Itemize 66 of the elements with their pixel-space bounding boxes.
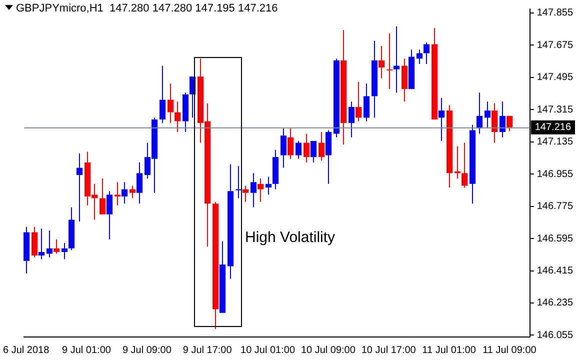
candlestick <box>364 83 370 122</box>
candlestick <box>32 226 38 258</box>
candlestick <box>46 230 52 258</box>
candlestick <box>484 101 490 129</box>
candlestick <box>378 46 384 79</box>
candlestick <box>122 182 128 204</box>
candlestick <box>296 140 302 160</box>
candlestick <box>462 142 468 188</box>
candlestick <box>266 176 272 196</box>
annotation: High Volatility <box>245 229 336 246</box>
x-tick-label: 10 Jul 17:00 <box>361 344 416 356</box>
x-tick-label: 9 Jul 17:00 <box>182 344 232 356</box>
y-tick-label: 147.135 <box>536 136 574 148</box>
candlestick <box>304 133 310 163</box>
candlestick <box>424 42 430 64</box>
candlestick <box>38 228 44 260</box>
candlestick <box>500 101 506 138</box>
y-tick-label: 147.315 <box>536 104 574 116</box>
candlestick <box>402 58 408 102</box>
y-tick-label: 146.955 <box>536 168 574 180</box>
candlestick <box>476 92 482 134</box>
candlestick <box>326 130 332 184</box>
candlestick <box>356 81 362 122</box>
x-tick-label: 11 Jul 09:00 <box>482 344 537 356</box>
candlestick <box>318 132 324 162</box>
candlestick <box>160 65 166 124</box>
y-tick-label: 146.055 <box>536 330 574 341</box>
candlestick <box>348 101 354 138</box>
x-tick-label: 10 Jul 09:00 <box>300 344 356 356</box>
candlestick <box>236 166 242 199</box>
y-tick-label: 147.495 <box>536 72 574 84</box>
x-tick-label: 10 Jul 01:00 <box>240 344 296 356</box>
candlestick <box>168 83 174 124</box>
chart-title: GBPJPYmicro,H1 147.280 147.280 147.195 147.216 <box>16 2 278 15</box>
candlestick <box>416 49 422 64</box>
candlestick <box>242 185 248 202</box>
candlestick <box>394 26 400 94</box>
y-tick-label: 146.235 <box>536 298 574 309</box>
candlestick <box>130 185 136 199</box>
ref-line-label: 147.216 <box>534 122 572 134</box>
y-tick-label: 147.855 <box>536 8 574 19</box>
candlestick <box>106 190 112 240</box>
y-tick-label: 146.595 <box>536 233 574 244</box>
candlestick <box>506 115 512 132</box>
candlestick <box>438 97 444 142</box>
candlestick <box>310 140 316 163</box>
candlestick <box>136 162 142 204</box>
y-tick-label: 146.775 <box>536 201 574 212</box>
y-tick-label: 146.415 <box>536 266 574 277</box>
candlestick <box>114 182 120 206</box>
candlestick <box>258 178 264 202</box>
x-tick-label: 6 Jul 2018 <box>3 344 50 356</box>
x-tick-label: 9 Jul 09:00 <box>122 344 172 356</box>
y-tick-label: 147.675 <box>536 40 574 51</box>
candlestick <box>250 172 256 208</box>
x-tick-label: 9 Jul 01:00 <box>62 344 112 356</box>
candlestick <box>76 152 82 222</box>
candlestick <box>288 128 294 160</box>
candlestick <box>100 178 106 215</box>
candlestick <box>492 102 498 144</box>
candlestick <box>174 101 180 132</box>
candlestick <box>386 33 392 90</box>
candlestick <box>280 128 286 168</box>
x-tick-label: 11 Jul 01:00 <box>422 344 476 356</box>
candlestick <box>62 242 68 260</box>
candlestick <box>54 238 60 254</box>
